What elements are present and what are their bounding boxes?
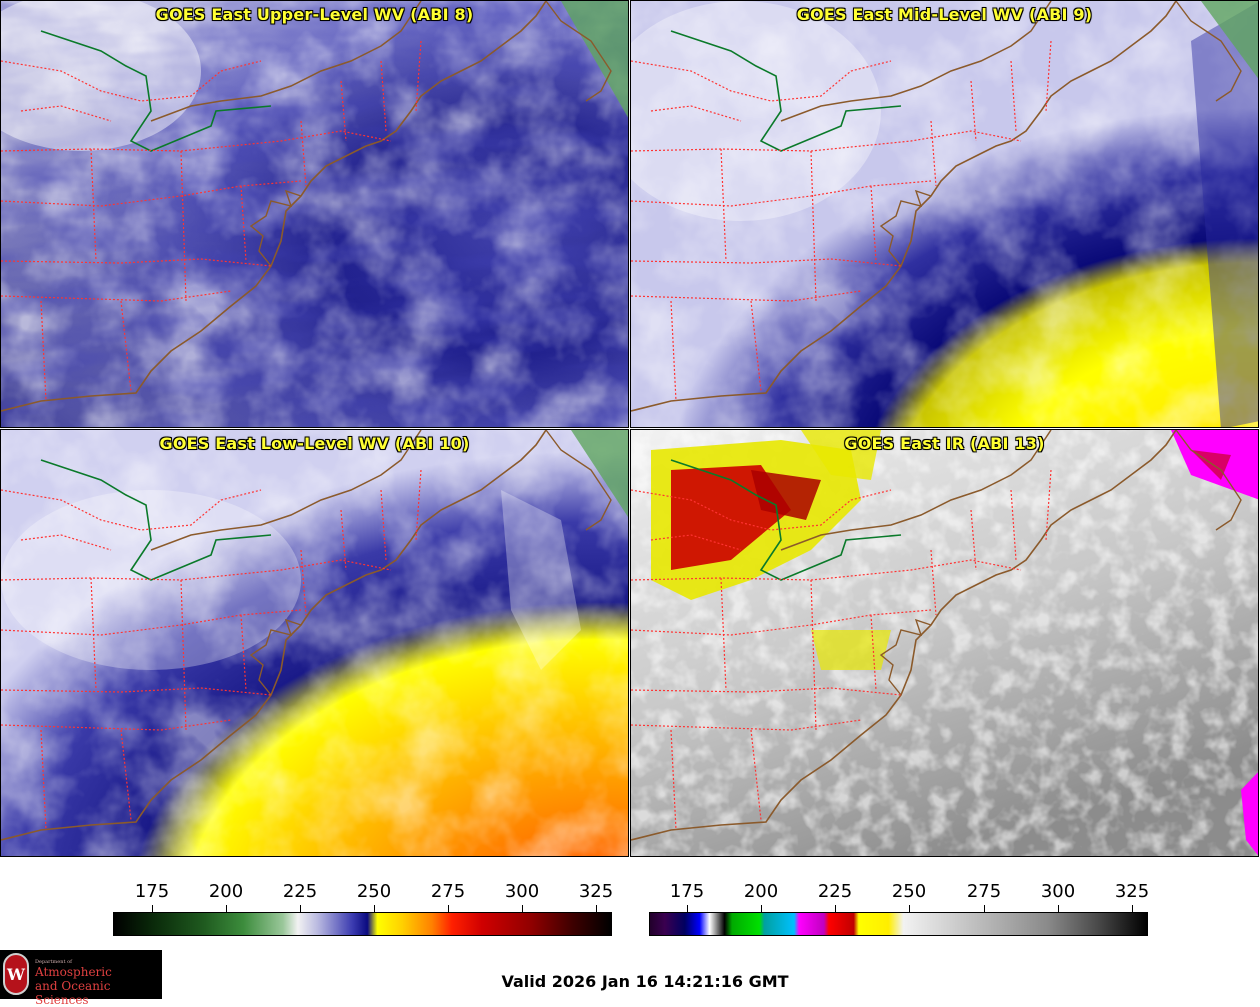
tick xyxy=(909,905,910,912)
tick xyxy=(596,905,597,912)
ir-image xyxy=(631,430,1258,856)
panel-low-level-wv: GOES East Low-Level WV (ABI 10) xyxy=(0,429,629,857)
logo-line-1: Department of xyxy=(35,959,72,965)
tick xyxy=(687,905,688,912)
tick-label: 275 xyxy=(966,881,1002,902)
logo-line-2: Atmospheric xyxy=(35,965,112,979)
tick xyxy=(226,905,227,912)
tick-label: 275 xyxy=(430,881,466,902)
tick-label: 250 xyxy=(356,881,392,902)
tick xyxy=(1058,905,1059,912)
upper-level-wv-image xyxy=(1,1,628,427)
panel-upper-level-wv: GOES East Upper-Level WV (ABI 8) xyxy=(0,0,629,428)
tick-label: 225 xyxy=(282,881,318,902)
low-level-wv-image xyxy=(1,430,628,856)
tick xyxy=(374,905,375,912)
tick xyxy=(300,905,301,912)
wv-colorbar xyxy=(113,912,612,936)
aos-logo: W Department of Atmospheric and Oceanic … xyxy=(0,950,162,1007)
panel-title: GOES East Upper-Level WV (ABI 8) xyxy=(155,5,474,24)
valid-time: Valid 2026 Jan 16 14:21:16 GMT xyxy=(501,972,789,991)
panel-mid-level-wv: GOES East Mid-Level WV (ABI 9) xyxy=(630,0,1259,428)
tick-label: 200 xyxy=(208,881,244,902)
tick xyxy=(835,905,836,912)
uw-seal-icon: W xyxy=(3,953,29,995)
tick-label: 175 xyxy=(669,881,705,902)
panel-ir: GOES East IR (ABI 13) xyxy=(630,429,1259,857)
tick xyxy=(522,905,523,912)
tick-label: 300 xyxy=(1040,881,1076,902)
tick-label: 225 xyxy=(817,881,853,902)
seal-letter: W xyxy=(7,965,25,984)
mid-level-wv-image xyxy=(631,1,1258,427)
tick-label: 300 xyxy=(504,881,540,902)
logo-line-3: and Oceanic Sciences xyxy=(35,979,111,1007)
panel-title: GOES East IR (ABI 13) xyxy=(844,434,1045,453)
tick-label: 200 xyxy=(743,881,779,902)
tick xyxy=(984,905,985,912)
tick-label: 250 xyxy=(891,881,927,902)
tick xyxy=(152,905,153,912)
panel-title: GOES East Low-Level WV (ABI 10) xyxy=(159,434,470,453)
tick-label: 175 xyxy=(134,881,170,902)
ir-colorbar xyxy=(649,912,1148,936)
tick-label: 325 xyxy=(1114,881,1150,902)
tick xyxy=(448,905,449,912)
panel-title: GOES East Mid-Level WV (ABI 9) xyxy=(796,5,1093,24)
tick-label: 325 xyxy=(578,881,614,902)
tick xyxy=(761,905,762,912)
tick xyxy=(1132,905,1133,912)
